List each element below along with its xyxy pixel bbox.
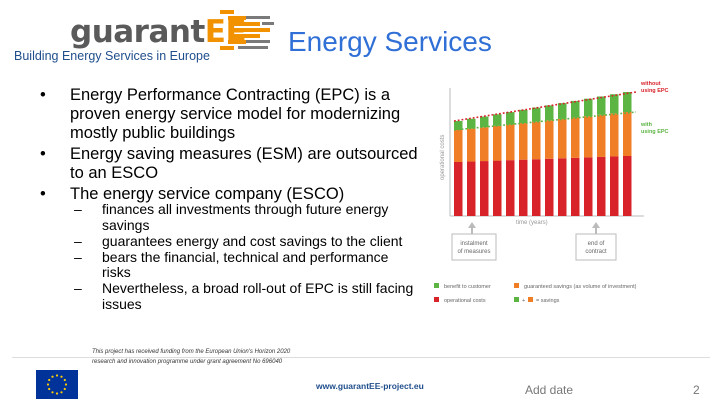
sub-bullet-marker: –	[74, 232, 82, 249]
sub-bullet-item: – guarantees energy and cost savings to …	[74, 232, 414, 250]
page-number: 2	[693, 383, 700, 397]
box-end-contract	[575, 233, 617, 261]
sub-bullet-text: Nevertheless, a broad roll-out of EPC is…	[102, 280, 414, 312]
bar-guaranteed-savings	[519, 123, 528, 160]
legend-savings-green-swatch	[514, 297, 519, 302]
sub-bullet-marker: –	[74, 201, 82, 217]
sub-bullet-item: – bears the financial, technical and per…	[74, 248, 414, 281]
x-axis-label: time (years)	[516, 220, 548, 226]
sub-bullet-text: finances all investments through future …	[102, 201, 389, 233]
bullet-list: • Energy Performance Contracting (EPC) i…	[40, 86, 420, 206]
bar-customer-benefit	[493, 114, 502, 126]
sub-bullet-text: bears the financial, technical and perfo…	[102, 248, 389, 280]
sub-bullet-text: guarantees energy and cost savings to th…	[102, 232, 403, 249]
bar-guaranteed-savings	[480, 127, 489, 162]
bar-operational-costs	[480, 161, 489, 216]
bar-operational-costs	[532, 159, 541, 216]
website-link[interactable]: www.guarantEE-project.eu	[316, 381, 424, 391]
bullet-text: Energy saving measures (ESM) are outsour…	[70, 145, 418, 182]
bar-operational-costs	[467, 161, 476, 216]
logo-mark-icon	[220, 10, 274, 50]
legend-guaranteed-swatch	[514, 283, 519, 288]
page-title: Energy Services	[288, 26, 492, 57]
bar-guaranteed-savings	[467, 128, 476, 162]
bullet-marker: •	[40, 86, 46, 104]
label-without-epc: without using EPC	[640, 81, 669, 94]
y-axis-label: operational costs	[440, 135, 446, 180]
logo-brand-prefix: guarant	[70, 14, 205, 50]
bullet-text: The energy service company (ESCO)	[70, 185, 345, 203]
bar-guaranteed-savings	[571, 117, 580, 158]
bar-operational-costs	[558, 158, 567, 216]
bar-operational-costs	[493, 160, 502, 216]
bar-operational-costs	[454, 162, 463, 216]
bar-customer-benefit	[467, 118, 476, 129]
bullet-marker: •	[40, 185, 46, 203]
box-installment-label: instalment of measures	[457, 241, 490, 255]
legend-savings-orange-swatch	[528, 297, 533, 302]
bar-guaranteed-savings	[558, 118, 567, 159]
footer-divider	[12, 357, 710, 358]
bar-guaranteed-savings	[623, 112, 632, 156]
guarantee-logo: guarantEE Building Energy Services in Eu…	[12, 8, 282, 68]
bar-customer-benefit	[584, 98, 593, 117]
sub-bullet-marker: –	[74, 248, 82, 265]
sub-bullet-marker: –	[74, 280, 82, 296]
bar-customer-benefit	[571, 100, 580, 118]
bar-operational-costs	[545, 158, 554, 216]
bar-guaranteed-savings	[597, 114, 606, 157]
eu-flag-icon	[36, 370, 78, 399]
sub-bullet-list: – finances all investments through futur…	[74, 201, 414, 313]
bullet-item: • Energy saving measures (ESM) are outso…	[40, 145, 420, 183]
bar-guaranteed-savings	[454, 130, 463, 162]
line-with-epc	[453, 111, 637, 131]
bar-customer-benefit	[454, 121, 463, 130]
bar-customer-benefit	[519, 109, 528, 124]
bar-operational-costs	[506, 160, 515, 216]
bar-guaranteed-savings	[506, 124, 515, 161]
legend-plus: +	[522, 298, 525, 304]
bar-guaranteed-savings	[545, 120, 554, 159]
bullet-item: • The energy service company (ESCO)	[40, 185, 420, 204]
bar-customer-benefit	[532, 107, 541, 122]
bar-operational-costs	[571, 157, 580, 216]
logo-tagline: Building Energy Services in Europe	[14, 49, 210, 63]
date-placeholder: Add date	[525, 383, 574, 397]
sub-bullet-item: – finances all investments through futur…	[74, 201, 414, 233]
legend-guaranteed-label: guaranteed savings (as volume of investm…	[524, 284, 637, 290]
bar-operational-costs	[610, 156, 619, 216]
bar-guaranteed-savings	[493, 125, 502, 161]
line-without-epc	[453, 91, 637, 122]
sub-bullet-item: – Nevertheless, a broad roll-out of EPC …	[74, 280, 414, 312]
bar-operational-costs	[584, 157, 593, 216]
legend-benefit-label: benefit to customer	[444, 284, 491, 290]
legend-operational-swatch	[434, 297, 439, 302]
funding-disclaimer: This project has received funding from t…	[92, 349, 291, 365]
bar-guaranteed-savings	[610, 113, 619, 157]
bar-customer-benefit	[610, 94, 619, 114]
bullet-marker: •	[40, 145, 46, 163]
bullet-item: • Energy Performance Contracting (EPC) i…	[40, 86, 420, 143]
bar-customer-benefit	[480, 116, 489, 128]
bar-customer-benefit	[545, 105, 554, 121]
bar-customer-benefit	[597, 96, 606, 115]
bullet-text: Energy Performance Contracting (EPC) is …	[70, 86, 401, 142]
legend-benefit-swatch	[434, 283, 439, 288]
bar-customer-benefit	[558, 103, 567, 119]
bar-group	[454, 92, 632, 216]
legend-savings-label: = savings	[536, 298, 560, 304]
bar-customer-benefit	[623, 92, 632, 112]
bar-guaranteed-savings	[584, 116, 593, 158]
label-with-epc: with using EPC	[640, 122, 669, 135]
legend-operational-label: operational costs	[444, 298, 486, 304]
bar-operational-costs	[597, 156, 606, 216]
box-installment	[451, 233, 497, 261]
bar-customer-benefit	[506, 112, 515, 125]
box-end-contract-label: end of contract	[585, 241, 607, 255]
bar-operational-costs	[519, 159, 528, 216]
epc-diagram: operational costs time (years) without us…	[434, 81, 669, 304]
bar-guaranteed-savings	[532, 121, 541, 160]
bar-operational-costs	[623, 156, 632, 216]
